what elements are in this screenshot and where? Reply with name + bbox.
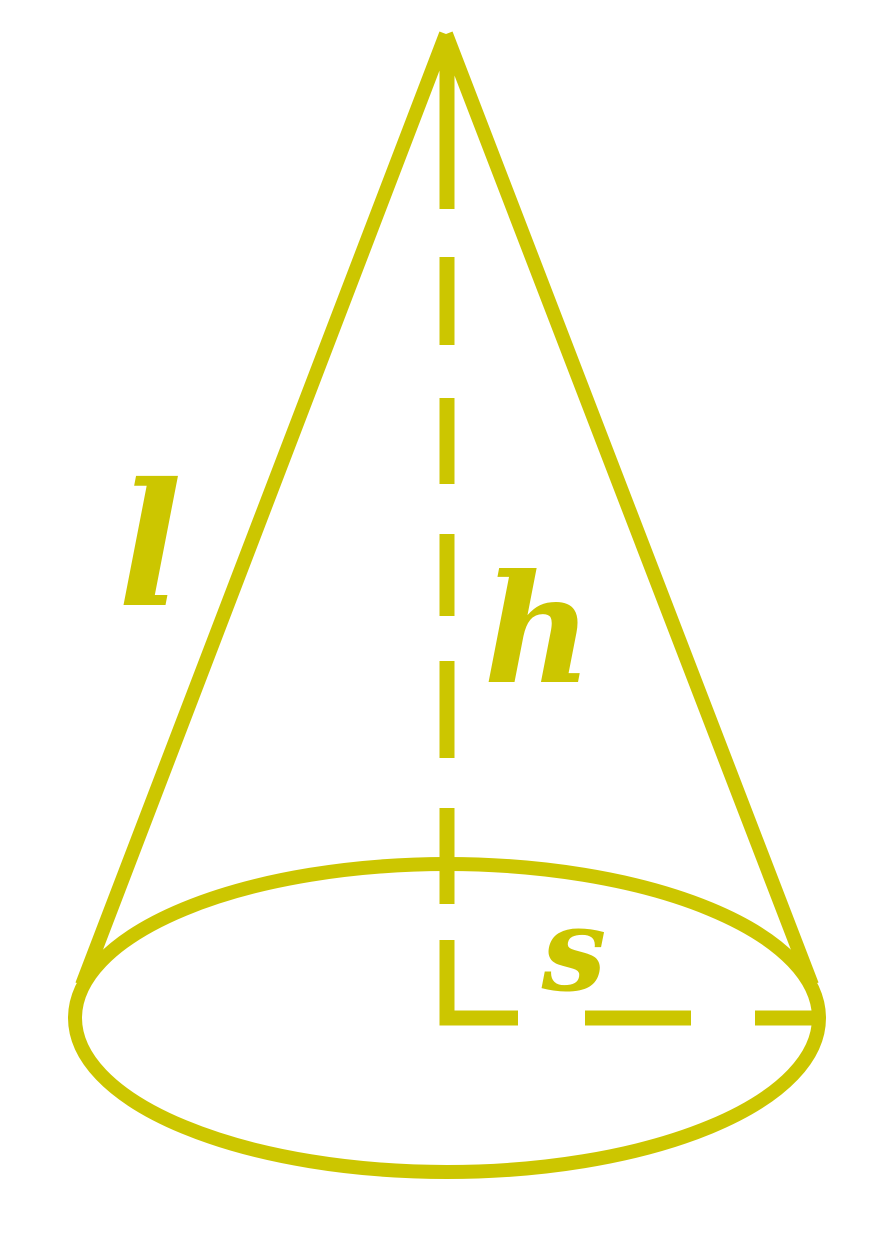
cone-left-slant-edge — [75, 31, 453, 988]
radius-label: s — [541, 883, 607, 1018]
cone-radius-dashed-line — [439, 940, 813, 1026]
slant-height-label: l — [118, 446, 183, 646]
cone-right-slant-edge — [439, 31, 819, 988]
cone-base-front-arc — [68, 1017, 826, 1179]
height-label: h — [483, 542, 592, 718]
